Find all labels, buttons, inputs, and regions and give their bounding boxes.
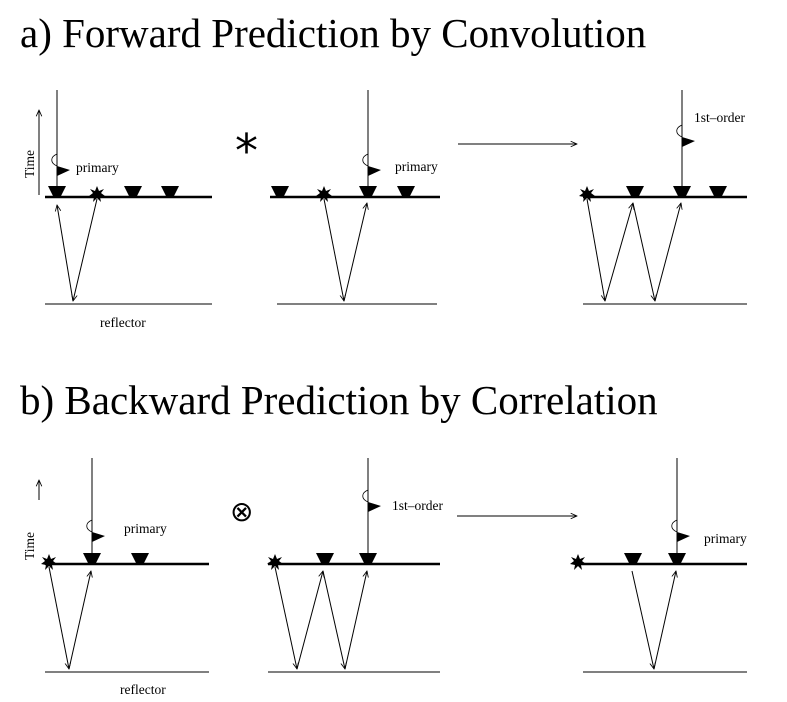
first-order-label: 1st–order — [392, 498, 443, 513]
ray — [48, 566, 69, 669]
convolution-operator: * — [235, 124, 258, 178]
time-axis: Time — [22, 480, 39, 560]
receiver-icon — [624, 553, 642, 563]
time-axis-label: Time — [22, 532, 37, 560]
flag-wavelet-icon — [86, 519, 106, 543]
ray — [344, 571, 367, 670]
flag-wavelet-icon — [362, 153, 382, 177]
panel-b1: Time primary reflector — [22, 458, 209, 697]
ray — [296, 571, 323, 670]
flag-wavelet-icon — [671, 519, 691, 543]
primary-label: primary — [124, 521, 167, 536]
receiver-icon — [124, 186, 142, 196]
panel-b2: 1st–order — [267, 458, 443, 673]
receiver-icon — [673, 186, 691, 196]
receiver-icon — [626, 186, 644, 196]
ray — [274, 566, 297, 669]
ray — [631, 570, 654, 669]
receiver-icon — [131, 553, 149, 563]
ray — [68, 571, 91, 670]
ray — [322, 570, 345, 669]
primary-label: primary — [395, 159, 438, 174]
receiver-icon — [709, 186, 727, 196]
primary-label: primary — [704, 531, 747, 546]
reflector-label: reflector — [100, 315, 146, 330]
receiver-icon — [83, 553, 101, 563]
flag-wavelet-icon — [51, 153, 71, 177]
receiver-icon — [397, 186, 415, 196]
ray — [57, 205, 74, 302]
ray — [343, 203, 367, 302]
ray — [586, 198, 605, 301]
source-starburst-icon — [570, 554, 586, 570]
first-order-label: 1st–order — [694, 110, 745, 125]
title-forward-prediction: a) Forward Prediction by Convolution — [20, 10, 646, 56]
title-backward-prediction: b) Backward Prediction by Correlation — [20, 377, 658, 423]
reflector-label: reflector — [120, 682, 166, 697]
flag-wavelet-icon — [676, 124, 696, 148]
ray — [604, 203, 633, 302]
time-axis-label: Time — [22, 150, 37, 178]
correlation-operator: ⊗ — [230, 495, 253, 528]
primary-label: primary — [76, 160, 119, 175]
receiver-icon — [271, 186, 289, 196]
receiver-icon — [359, 553, 377, 563]
ray — [632, 202, 655, 301]
ray — [654, 203, 681, 302]
ray — [653, 571, 676, 670]
panel-a2: primary — [270, 90, 440, 305]
time-axis: Time — [22, 110, 39, 195]
flag-wavelet-icon — [362, 489, 382, 513]
panel-b3: primary — [570, 458, 747, 673]
receiver-icon — [668, 553, 686, 563]
receiver-icon — [161, 186, 179, 196]
panel-a1: Time primary reflector — [22, 90, 212, 330]
ray — [73, 198, 98, 301]
ray — [323, 198, 344, 301]
receiver-icon — [359, 186, 377, 196]
receiver-icon — [316, 553, 334, 563]
panel-a3: 1st–order — [579, 90, 747, 305]
receiver-icon — [48, 186, 66, 196]
